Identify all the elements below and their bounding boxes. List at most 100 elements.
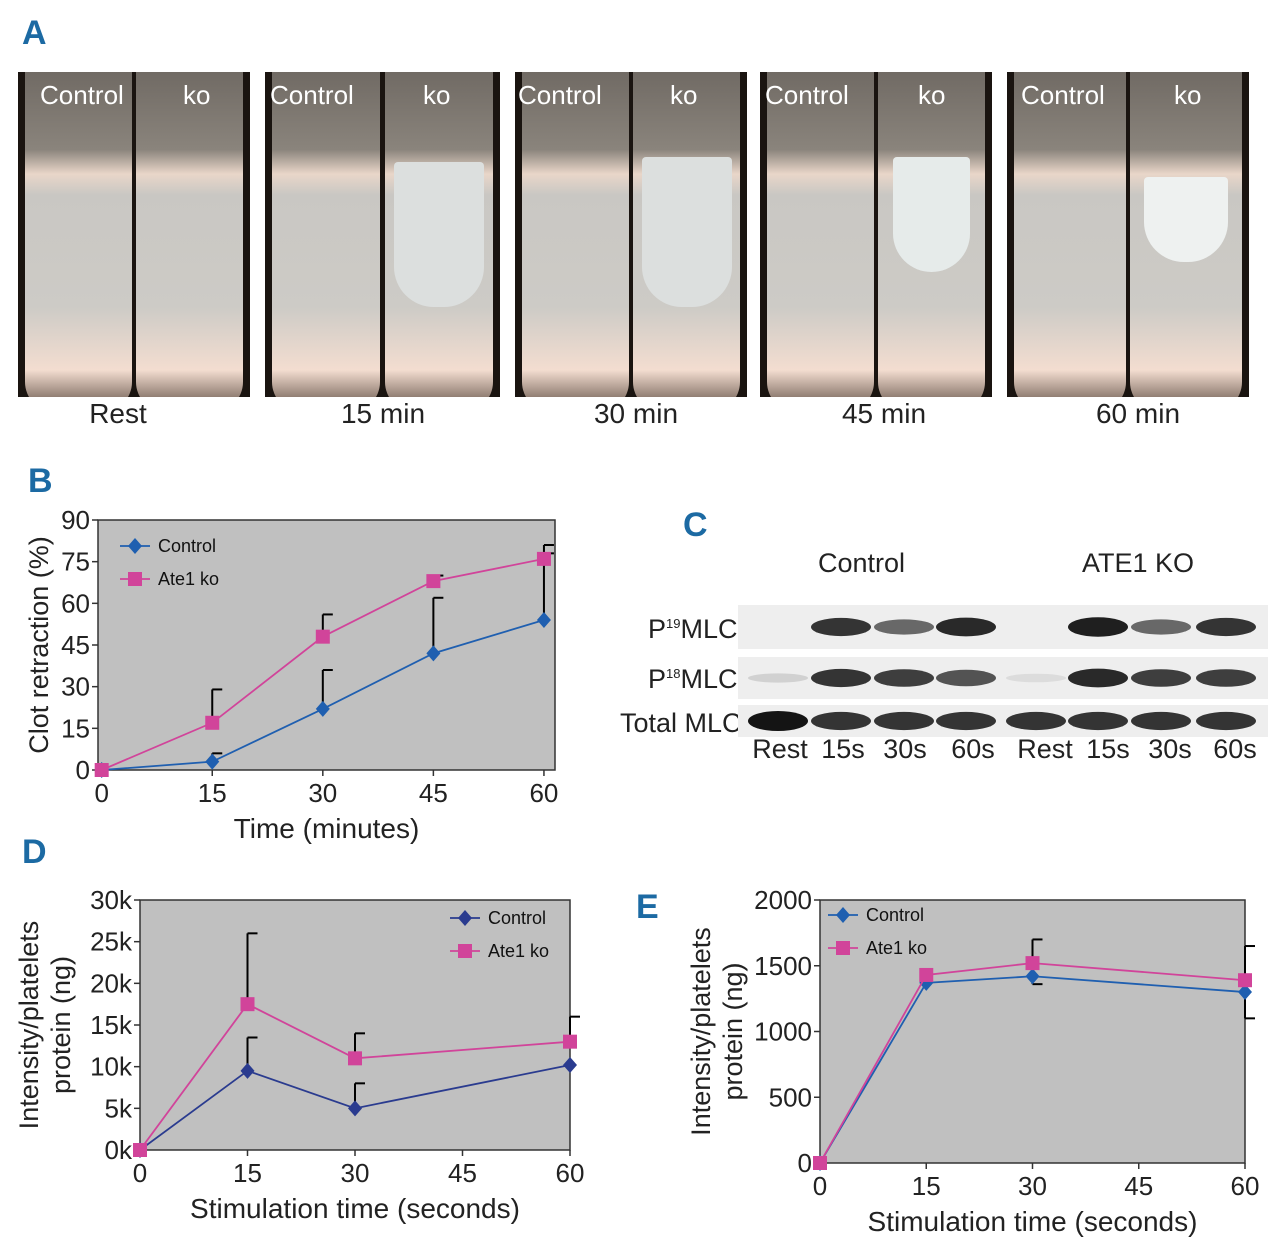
- legend-marker: [836, 907, 850, 923]
- control-tube: [272, 72, 381, 397]
- x-tick-label: 30: [308, 778, 337, 808]
- p18-band: [1006, 673, 1066, 683]
- data-point: [1238, 984, 1252, 1001]
- control-tube: [521, 72, 629, 397]
- y-axis-title-line: protein (ng): [46, 956, 76, 1094]
- y-tick-label: 25k: [90, 927, 133, 957]
- p19-band: [1196, 617, 1256, 637]
- caption-45min: 45 min: [841, 398, 927, 429]
- row-label-total-mlc: Total MLC: [620, 708, 742, 738]
- total-band: [936, 711, 996, 731]
- lane-label: 15s: [821, 734, 865, 764]
- ko-clot: [393, 162, 485, 307]
- y-tick-label: 1000: [754, 1017, 812, 1047]
- data-point: [94, 763, 109, 777]
- x-tick-label: 0: [133, 1158, 147, 1188]
- legend-marker: [458, 944, 472, 958]
- x-tick-label: 0: [94, 778, 108, 808]
- clot-photo-15min: Control ko: [265, 72, 500, 397]
- x-tick-label: 45: [1124, 1171, 1153, 1201]
- chart-p18mlc-intensity: 0 500 1000 1500 2000 0 15 30 45 60 Stimulation tim…: [686, 885, 1259, 1237]
- x-tick-label: 15: [233, 1158, 262, 1188]
- series-line: [139, 1064, 571, 1151]
- x-tick-label: 60: [529, 778, 558, 808]
- chart-clot-retraction: 0 15 30 45 60 75 90 0 15 30 45 60 Time (minutes) Clot…: [24, 505, 558, 844]
- data-point: [1025, 956, 1040, 971]
- p18-band: [936, 669, 996, 687]
- y-axis-title: Intensity/plateletsprotein (ng): [14, 921, 76, 1130]
- series-line: [819, 962, 1246, 1164]
- y-axis-title: Clot retraction (%): [24, 536, 54, 754]
- lane-label: 15s: [1086, 734, 1130, 764]
- data-point: [315, 700, 330, 717]
- data-point: [426, 645, 441, 662]
- data-point: [348, 1100, 362, 1117]
- p18-band: [811, 668, 871, 688]
- p19-band: [936, 617, 996, 637]
- panel-letter-e: E: [636, 888, 659, 926]
- control-tube: [1014, 72, 1126, 397]
- y-tick-label: 75: [61, 547, 90, 577]
- caption-30min: 30 min: [593, 398, 679, 429]
- total-band: [1068, 711, 1128, 731]
- y-tick-label: 15: [61, 713, 90, 743]
- clot-photo-45min: Control ko: [760, 72, 992, 397]
- control-label: Control: [518, 80, 602, 110]
- control-tube: [24, 72, 132, 397]
- data-point: [563, 1034, 577, 1049]
- chart-p19mlc-intensity: 0k 5k 10k 15k 20k 25k 30k 0 15 30 45 60 Stimulation …: [14, 885, 585, 1224]
- ko-label: ko: [183, 80, 211, 110]
- lane-label: 60s: [1213, 734, 1257, 764]
- p18-band: [1131, 669, 1191, 687]
- lane-label: 60s: [951, 734, 995, 764]
- p19-prefix: P: [648, 614, 667, 644]
- y-tick-label: 45: [61, 630, 90, 660]
- x-tick-label: 45: [448, 1158, 477, 1188]
- total-band: [748, 711, 808, 731]
- p18-band: [1068, 668, 1128, 688]
- data-point: [563, 1057, 577, 1073]
- p18-band: [1196, 669, 1256, 687]
- y-tick-label: 1500: [754, 951, 812, 981]
- x-tick-label: 15: [198, 778, 227, 808]
- p18-band: [748, 673, 808, 683]
- caption-rest: Rest: [89, 398, 147, 429]
- plot-area: [97, 519, 556, 771]
- p19-band: [811, 617, 871, 637]
- control-tube: [766, 72, 874, 397]
- data-point: [919, 974, 934, 991]
- series-line: [819, 975, 1246, 1164]
- ko-tube: [878, 72, 986, 397]
- y-tick-label: 0k: [105, 1135, 133, 1165]
- y-tick-label: 0: [76, 755, 90, 785]
- total-band: [1196, 711, 1256, 731]
- ko-tube: [136, 72, 244, 397]
- y-tick-label: 60: [61, 588, 90, 618]
- ko-label: ko: [670, 80, 698, 110]
- ko-tube: [633, 72, 741, 397]
- control-label: Control: [270, 80, 354, 110]
- ko-label: ko: [1174, 80, 1202, 110]
- ko-clot: [641, 157, 732, 307]
- lane-label: Rest: [1017, 734, 1073, 764]
- p18-band: [874, 669, 934, 687]
- x-tick-label: 15: [912, 1171, 941, 1201]
- x-tick-label: 60: [556, 1158, 585, 1188]
- data-point: [205, 715, 220, 730]
- data-point: [240, 997, 255, 1012]
- data-point: [536, 551, 551, 566]
- y-axis-title-line: Intensity/platelets: [686, 927, 716, 1136]
- data-point: [813, 1156, 827, 1170]
- legend-marker: [458, 910, 472, 926]
- data-point: [205, 753, 220, 770]
- p19-band: [1131, 619, 1191, 635]
- data-point: [348, 1051, 362, 1066]
- p19-band: [874, 619, 934, 635]
- total-band: [1131, 711, 1191, 731]
- y-axis-title: Intensity/plateletsprotein (ng): [686, 927, 748, 1136]
- total-band: [1006, 711, 1066, 731]
- data-point: [240, 1062, 255, 1079]
- clot-photo-60min: Control ko: [1007, 72, 1249, 397]
- data-point: [1025, 968, 1040, 985]
- p18-mlc: MLC: [680, 664, 738, 694]
